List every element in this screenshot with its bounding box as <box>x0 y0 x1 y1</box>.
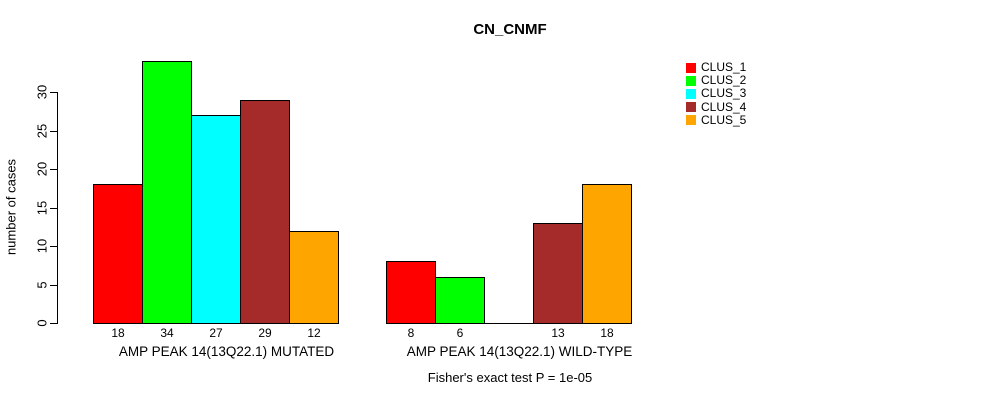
y-axis-tick-label: 5 <box>34 281 50 289</box>
bar-clus-5-group-1 <box>289 231 339 324</box>
category-label: AMP PEAK 14(13Q22.1) WILD-TYPE <box>406 344 633 359</box>
bar-clus-4-group-1 <box>240 100 290 324</box>
bar-clus-4-group-2 <box>533 223 583 324</box>
legend-label: CLUS_5 <box>701 112 747 127</box>
bar-clus-2-group-1 <box>142 61 192 324</box>
y-axis-tick <box>50 323 57 324</box>
legend-item-clus-5: CLUS_5 <box>686 112 747 127</box>
legend-item-clus-1: CLUS_1 <box>686 61 746 74</box>
bar-value-label: 8 <box>407 326 415 340</box>
bar-clus-1-group-2 <box>386 261 436 324</box>
y-axis-tick <box>50 285 57 286</box>
bar-value-label: 34 <box>160 326 174 340</box>
y-axis-tick-label: 30 <box>34 84 50 100</box>
x-baseline <box>386 323 632 324</box>
legend-label: CLUS_2 <box>701 73 747 88</box>
legend-swatch <box>686 62 696 73</box>
legend-swatch <box>686 75 696 86</box>
bar-clus-2-group-2 <box>435 277 485 324</box>
bar-value-label: 13 <box>551 326 565 340</box>
legend-label: CLUS_4 <box>701 99 747 114</box>
legend-swatch <box>686 115 696 126</box>
y-axis-tick-label: 20 <box>34 161 50 177</box>
bar-clus-1-group-1 <box>93 184 143 324</box>
y-axis-line <box>57 92 58 324</box>
legend-swatch <box>686 88 696 99</box>
y-axis-label: number of cases <box>3 158 19 256</box>
bar-value-label: 12 <box>307 326 321 340</box>
y-axis-tick-label: 25 <box>34 123 50 139</box>
y-axis-tick-label: 15 <box>34 200 50 216</box>
bar-value-label: 29 <box>258 326 272 340</box>
annotation-text: Fisher's exact test P = 1e-05 <box>427 370 593 385</box>
category-label: AMP PEAK 14(13Q22.1) MUTATED <box>118 344 335 359</box>
y-axis-tick <box>50 131 57 132</box>
legend-item-clus-2: CLUS_2 <box>686 74 746 87</box>
y-axis-tick-label: 0 <box>34 319 50 327</box>
bar-value-label: 27 <box>209 326 223 340</box>
legend-label: CLUS_1 <box>701 60 747 74</box>
y-axis-tick <box>50 169 57 170</box>
bar-value-label: 18 <box>111 326 125 340</box>
bar-clus-3-group-1 <box>191 115 241 324</box>
legend-swatch <box>686 102 696 113</box>
y-axis-tick <box>50 92 57 93</box>
legend-item-clus-4: CLUS_4 <box>686 99 747 114</box>
legend-item-clus-3: CLUS_3 <box>686 87 746 100</box>
bar-value-label: 6 <box>456 326 464 340</box>
bar-value-label: 18 <box>600 326 614 340</box>
y-axis-tick <box>50 246 57 247</box>
y-axis-tick-label: 10 <box>34 238 50 254</box>
bar-clus-5-group-2 <box>582 184 632 324</box>
chart-title: CN_CNMF <box>473 21 547 38</box>
legend-label: CLUS_3 <box>701 86 747 101</box>
y-axis-tick <box>50 208 57 209</box>
